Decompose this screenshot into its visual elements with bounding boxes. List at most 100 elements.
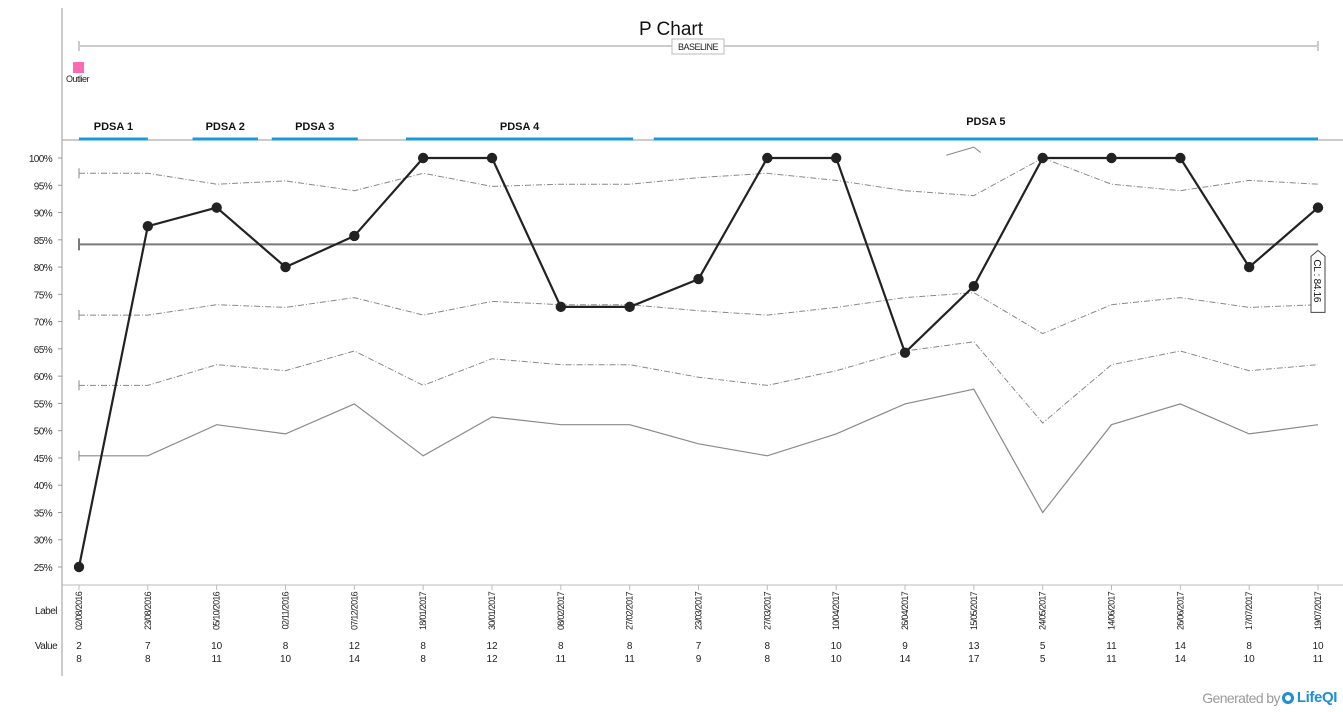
y-tick-label: 50% xyxy=(34,427,53,438)
pdsa-label-4: PDSA 4 xyxy=(500,121,540,133)
data-point-9 xyxy=(624,301,635,313)
numerator-value: 8 xyxy=(765,641,771,652)
lcl-2sigma-line xyxy=(79,341,1319,424)
numerator-value: 8 xyxy=(627,641,633,652)
y-tick-label: 95% xyxy=(34,181,53,192)
y-tick-label: 35% xyxy=(34,508,53,519)
data-point-16 xyxy=(1106,152,1117,164)
numerator-value: 8 xyxy=(283,641,289,652)
x-tick-label: 23/03/2017 xyxy=(694,591,704,630)
ucl-3sigma-line-b xyxy=(904,157,1043,197)
data-point-1 xyxy=(73,561,85,573)
y-tick-label: 30% xyxy=(34,536,53,547)
numerator-value: 10 xyxy=(831,641,843,652)
outlier-legend-label: Outlier xyxy=(66,74,90,84)
x-tick-label: 02/11/2016 xyxy=(281,591,291,629)
numerator-value: 7 xyxy=(145,641,151,652)
x-tick-label: 18/01/2017 xyxy=(418,591,428,630)
y-tick-label: 60% xyxy=(34,372,53,383)
data-point-6 xyxy=(417,152,429,164)
x-tick-label: 15/05/2017 xyxy=(969,591,979,630)
data-point-13 xyxy=(899,347,911,358)
data-point-18 xyxy=(1243,261,1255,273)
denominator-value: 8 xyxy=(76,654,82,665)
y-tick-label: 55% xyxy=(34,399,53,410)
data-point-4 xyxy=(280,261,291,273)
cl-label-box xyxy=(1310,249,1326,313)
ucl-3sigma-line-c xyxy=(1042,157,1319,192)
generated-by-text: Generated by xyxy=(1202,689,1280,706)
denominator-value: 14 xyxy=(349,654,361,665)
numerator-value: 14 xyxy=(1175,641,1187,652)
x-tick-label: 08/02/2017 xyxy=(556,591,566,630)
numerator-value: 9 xyxy=(902,641,908,652)
denominator-value: 11 xyxy=(556,654,567,665)
denominator-value: 8 xyxy=(765,654,771,665)
denominator-value: 11 xyxy=(624,654,635,665)
data-point-12 xyxy=(830,152,842,164)
x-tick-label: 27/02/2017 xyxy=(625,591,635,630)
y-tick-label: 85% xyxy=(34,236,53,247)
x-tick-label: 27/03/2017 xyxy=(762,591,772,630)
data-point-14 xyxy=(968,280,980,292)
x-tick-label: 10/04/2017 xyxy=(831,591,841,630)
denominator-value: 11 xyxy=(1313,654,1324,665)
pdsa-label-1: PDSA 1 xyxy=(94,121,133,133)
x-tick-label: 05/10/2016 xyxy=(212,591,222,630)
lifeqi-brand: LifeQI xyxy=(1296,689,1338,706)
lcl-1sigma-line xyxy=(79,292,1319,335)
x-tick-label: 24/05/2017 xyxy=(1038,591,1048,630)
x-tick-label: 26/06/2017 xyxy=(1175,591,1185,630)
outlier-legend-swatch xyxy=(73,62,84,73)
ucl-3sigma-line-a xyxy=(79,172,906,192)
numerator-value: 8 xyxy=(1246,641,1252,652)
data-point-11 xyxy=(762,152,773,164)
numerator-value: 10 xyxy=(1312,641,1324,652)
denominator-value: 5 xyxy=(1040,654,1046,665)
numerator-value: 12 xyxy=(349,641,361,652)
data-point-7 xyxy=(486,152,498,164)
data-point-5 xyxy=(349,230,360,242)
data-point-15 xyxy=(1037,152,1048,164)
lcl-3sigma-line xyxy=(79,388,1319,514)
x-tick-label: 02/08/2016 xyxy=(74,591,84,630)
pdsa-label-3: PDSA 3 xyxy=(295,121,334,133)
x-tick-label: 14/06/2017 xyxy=(1107,591,1117,630)
y-tick-label: 100% xyxy=(29,154,53,165)
y-tick-label: 65% xyxy=(34,345,53,356)
y-tick-label: 80% xyxy=(34,263,53,274)
denominator-value: 11 xyxy=(1106,654,1117,665)
y-tick-label: 25% xyxy=(34,563,53,574)
data-point-17 xyxy=(1175,152,1186,164)
numerator-value: 5 xyxy=(1040,641,1046,652)
cl-label-group: CL : 84.16 xyxy=(1310,249,1326,313)
numerator-value: 10 xyxy=(211,641,223,652)
data-point-19 xyxy=(1312,202,1324,213)
baseline-phase-label: BASELINE xyxy=(678,42,719,52)
data-point-3 xyxy=(211,202,222,213)
x-tick-label: 23/08/2016 xyxy=(143,591,153,630)
denominator-value: 9 xyxy=(696,654,702,665)
denominator-value: 10 xyxy=(831,654,843,665)
y-tick-label: 45% xyxy=(34,454,53,465)
x-tick-label: 17/07/2017 xyxy=(1244,591,1254,630)
chart-title: P Chart xyxy=(639,19,704,40)
denominator-value: 17 xyxy=(968,654,980,665)
denominator-value: 12 xyxy=(486,654,498,665)
data-point-8 xyxy=(555,301,567,313)
ucl-overflow-segment-2 xyxy=(973,146,982,153)
footer-credit: Generated by LifeQI xyxy=(1202,689,1337,706)
x-tick-label: 30/01/2017 xyxy=(487,591,497,630)
value-row-header: Value xyxy=(35,641,58,652)
denominator-value: 10 xyxy=(280,654,292,665)
data-series-line xyxy=(77,156,1319,568)
numerator-value: 8 xyxy=(558,641,564,652)
numerator-value: 2 xyxy=(76,641,82,652)
denominator-value: 8 xyxy=(420,654,426,665)
y-tick-label: 70% xyxy=(34,318,53,329)
data-point-10 xyxy=(693,273,704,285)
denominator-value: 8 xyxy=(145,654,151,665)
denominator-value: 14 xyxy=(899,654,911,665)
baseline-phase-box xyxy=(671,38,725,55)
